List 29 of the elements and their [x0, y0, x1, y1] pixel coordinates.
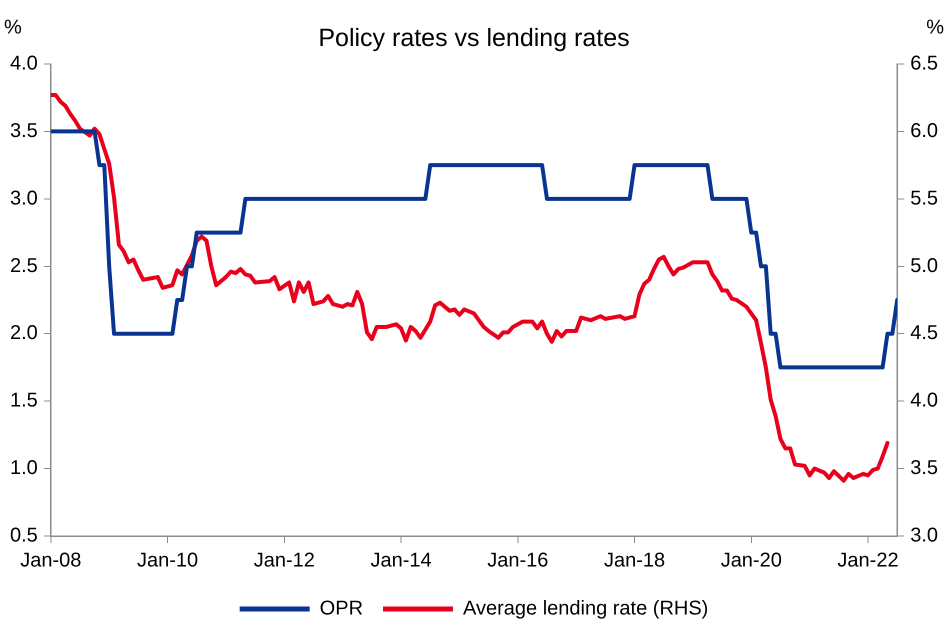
y2-tick-label: 6.0 [910, 120, 938, 142]
x-tick-label: Jan-10 [136, 550, 198, 572]
y-tick-label: 3.5 [10, 120, 38, 142]
legend-label: OPR [320, 598, 364, 620]
y-tick-label: 1.5 [10, 390, 38, 412]
y2-tick-label: 3.0 [910, 524, 938, 547]
y-tick-label: 0.5 [10, 524, 38, 547]
y-tick-label: 4.0 [10, 52, 38, 75]
y2-tick-label: 4.5 [910, 322, 938, 344]
chart-title: Policy rates vs lending rates [318, 24, 630, 52]
y-axis-title: % [4, 16, 22, 39]
y2-tick-label: 5.5 [910, 187, 938, 210]
x-tick-label: Jan-22 [837, 550, 899, 572]
legend-label: Average lending rate (RHS) [463, 598, 708, 620]
x-tick-label: Jan-12 [254, 550, 315, 572]
y-tick-label: 2.0 [10, 322, 38, 344]
y2-tick-label: 4.0 [910, 390, 938, 412]
x-tick-label: Jan-20 [720, 550, 782, 572]
x-tick-label: Jan-16 [487, 550, 548, 572]
x-tick-label: Jan-18 [604, 550, 666, 572]
x-tick-label: Jan-14 [370, 550, 432, 572]
y-tick-label: 1.0 [10, 457, 38, 480]
x-tick-label: Jan-08 [20, 550, 82, 572]
y2-axis-title: % [926, 16, 944, 39]
y2-tick-label: 5.0 [910, 254, 938, 277]
y2-tick-label: 3.5 [910, 457, 938, 480]
y2-tick-label: 6.5 [910, 52, 938, 75]
y-tick-label: 2.5 [10, 254, 38, 277]
y-tick-label: 3.0 [10, 187, 38, 210]
